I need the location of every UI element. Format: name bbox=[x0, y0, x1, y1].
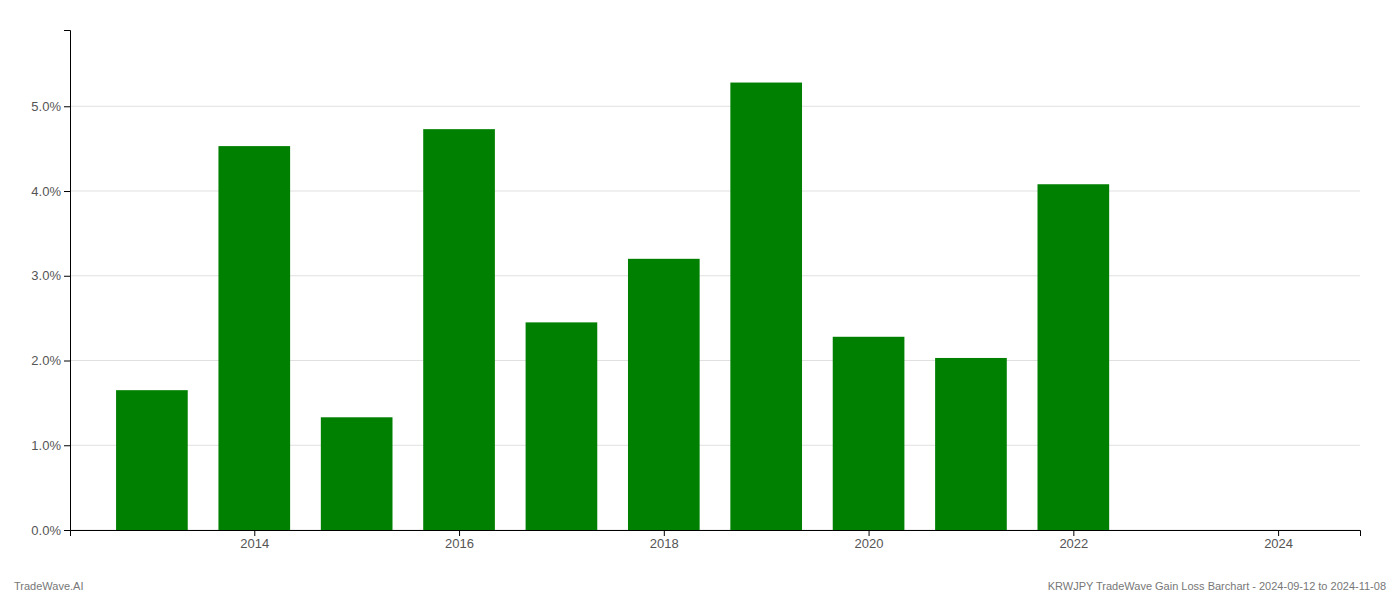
x-tick-label: 2016 bbox=[445, 536, 474, 551]
bar bbox=[935, 358, 1007, 530]
bar bbox=[1038, 184, 1110, 530]
x-tick: 2020 bbox=[855, 530, 884, 551]
grid-line bbox=[70, 106, 1360, 107]
bar bbox=[526, 322, 598, 530]
x-tick: 2022 bbox=[1059, 530, 1088, 551]
x-tick-mark bbox=[1278, 530, 1279, 536]
y-tick: 5.0% bbox=[31, 99, 70, 114]
y-tick-mark bbox=[64, 530, 70, 531]
bar bbox=[628, 259, 700, 530]
y-axis-line bbox=[64, 31, 71, 531]
y-tick-mark bbox=[64, 445, 70, 446]
y-axis: 0.0% 1.0% 2.0% 3.0% 4.0% 5.0% bbox=[31, 31, 70, 538]
x-tick-label: 2024 bbox=[1264, 536, 1293, 551]
x-tick-mark bbox=[459, 530, 460, 536]
y-tick-label: 2.0% bbox=[31, 353, 61, 368]
footer-left: TradeWave.AI bbox=[14, 580, 84, 592]
y-tick-label: 0.0% bbox=[31, 523, 61, 538]
x-tick: 2014 bbox=[240, 530, 269, 551]
grid bbox=[70, 106, 1360, 530]
bar bbox=[833, 337, 905, 530]
x-axis: 2014 2016 2018 2020 2022 2024 bbox=[71, 530, 1361, 551]
bar bbox=[218, 146, 290, 530]
y-tick-label: 1.0% bbox=[31, 438, 61, 453]
bar bbox=[116, 390, 188, 530]
plot: 2014 2016 2018 2020 2022 2024 0.0% 1.0% 2.0% 3.0%… bbox=[31, 31, 1360, 552]
y-tick: 4.0% bbox=[31, 184, 70, 199]
bar bbox=[730, 83, 802, 530]
x-axis-line bbox=[71, 531, 1361, 537]
y-tick-mark bbox=[64, 361, 70, 362]
bar bbox=[423, 129, 495, 530]
x-tick-mark bbox=[254, 530, 255, 536]
y-tick: 3.0% bbox=[31, 268, 70, 283]
footer-right: KRWJPY TradeWave Gain Loss Barchart - 20… bbox=[1048, 580, 1386, 592]
y-tick-label: 5.0% bbox=[31, 99, 61, 114]
x-tick: 2018 bbox=[650, 530, 679, 551]
x-tick-label: 2018 bbox=[650, 536, 679, 551]
bar bbox=[321, 417, 393, 530]
x-tick-mark bbox=[1073, 530, 1074, 536]
y-tick-mark bbox=[64, 191, 70, 192]
x-tick: 2016 bbox=[445, 530, 474, 551]
x-tick-label: 2014 bbox=[240, 536, 269, 551]
x-tick-mark bbox=[869, 530, 870, 536]
y-tick-label: 4.0% bbox=[31, 184, 61, 199]
y-tick-mark bbox=[64, 106, 70, 107]
chart: 2014 2016 2018 2020 2022 2024 0.0% 1.0% 2.0% 3.0%… bbox=[0, 0, 1400, 600]
x-tick: 2024 bbox=[1264, 530, 1293, 551]
x-tick-label: 2020 bbox=[855, 536, 884, 551]
y-tick: 0.0% bbox=[31, 523, 70, 538]
bars bbox=[116, 83, 1109, 530]
x-tick-mark bbox=[664, 530, 665, 536]
y-tick: 2.0% bbox=[31, 353, 70, 368]
x-tick-label: 2022 bbox=[1059, 536, 1088, 551]
y-tick-label: 3.0% bbox=[31, 268, 61, 283]
y-tick: 1.0% bbox=[31, 438, 70, 453]
y-tick-mark bbox=[64, 276, 70, 277]
